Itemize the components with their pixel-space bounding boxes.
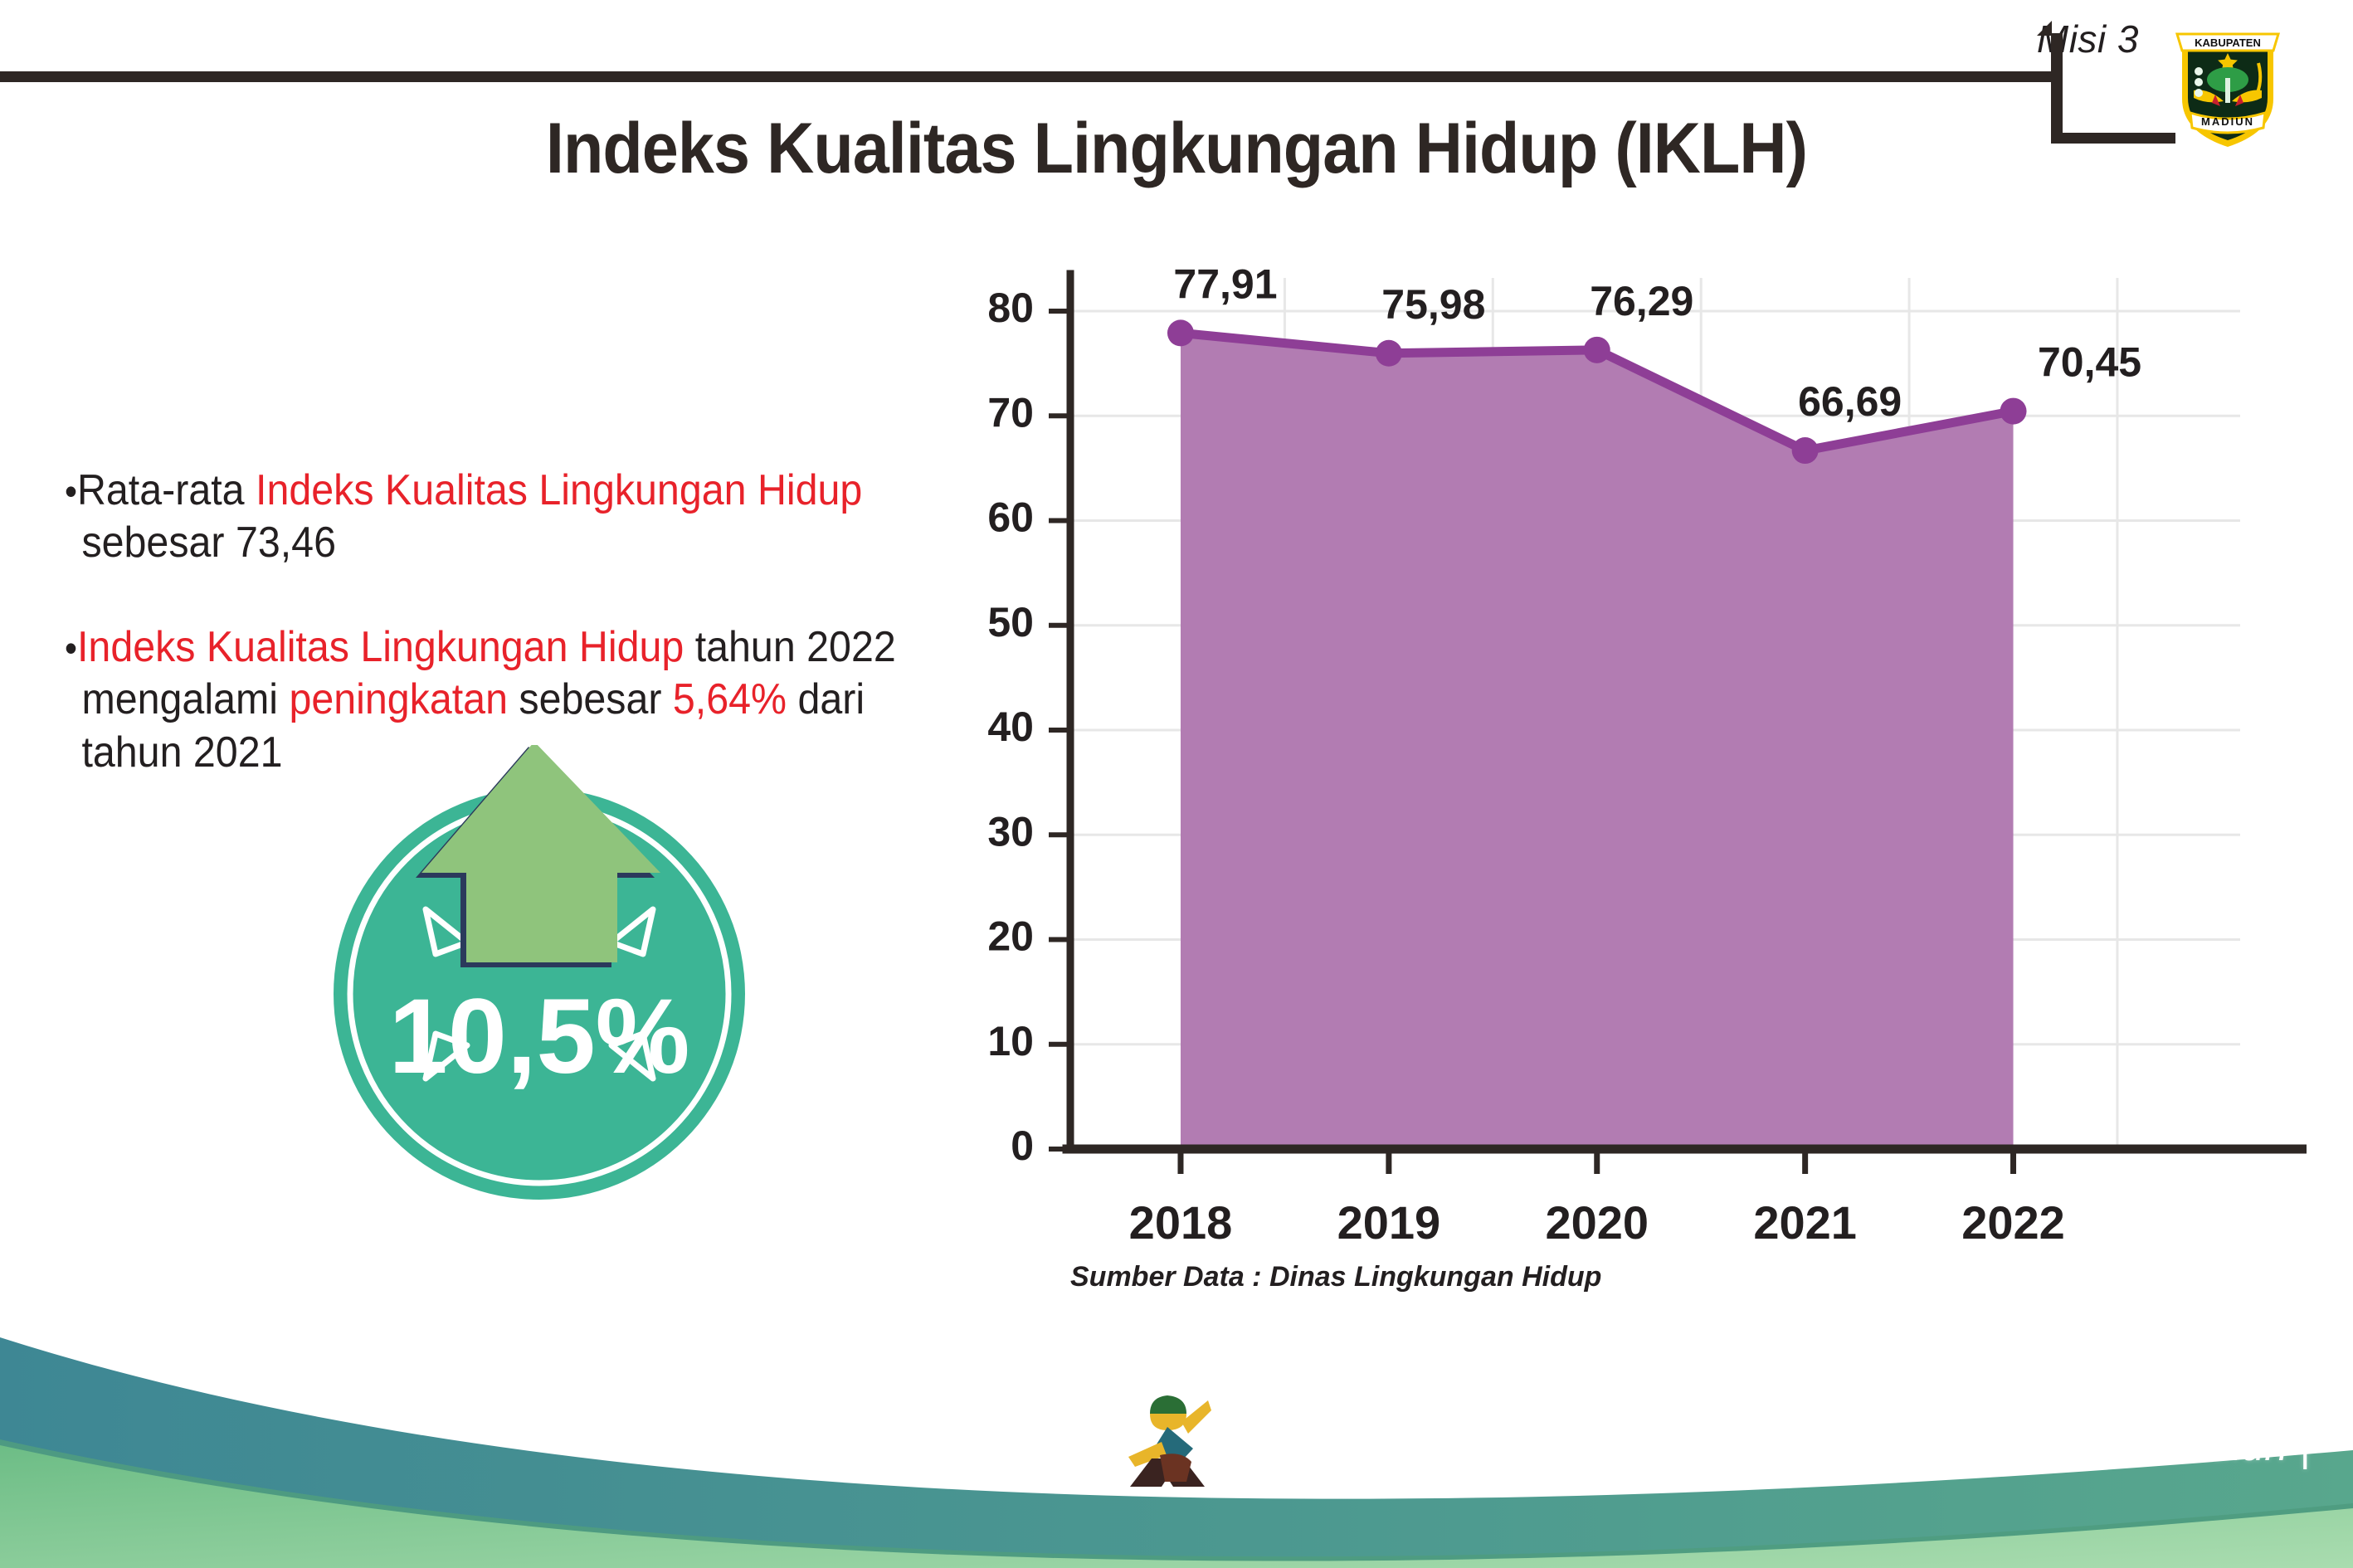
x-tick-label: 2019 xyxy=(1337,1196,1441,1249)
logo-bottom-banner-text: MADIUN xyxy=(2201,115,2254,128)
iklh-area-chart: 0 10 20 30 40 50 60 70 80 2018 2019 2020 2021 2022 7… xyxy=(946,265,2307,1261)
chart-x-tick-labels: 2018 2019 2020 2021 2022 xyxy=(1129,1196,2065,1249)
data-point-marker xyxy=(1167,319,1194,347)
y-tick-label: 0 xyxy=(1011,1122,1034,1169)
footer-text: Media Infografis Data Statistik Sektoral… xyxy=(1213,1423,2311,1469)
y-tick-label: 10 xyxy=(987,1018,1034,1064)
data-label: 77,91 xyxy=(1173,265,1277,307)
bullet-2-seg-4: 5,64% xyxy=(672,675,787,724)
header-rule xyxy=(0,71,2058,82)
y-tick-label: 30 xyxy=(987,808,1034,855)
chart-data-labels: 77,91 75,98 76,29 66,69 70,45 xyxy=(1173,265,2141,425)
chart-markers xyxy=(1167,319,2027,465)
source-note: Sumber Data : Dinas Lingkungan Hidup xyxy=(1070,1261,1602,1293)
x-tick-label: 2020 xyxy=(1545,1196,1649,1249)
chart-area-series xyxy=(1176,328,2019,1150)
x-tick-label: 2021 xyxy=(1753,1196,1857,1249)
y-tick-label: 20 xyxy=(987,913,1034,960)
data-point-marker xyxy=(2000,397,2027,425)
data-label: 76,29 xyxy=(1590,278,1693,324)
header-bracket-bevel xyxy=(2037,21,2052,36)
data-label: 66,69 xyxy=(1798,378,1902,425)
bullet-2-seg-1: tahun 2022 mengalami xyxy=(81,622,896,724)
y-tick-label: 40 xyxy=(987,704,1034,750)
y-tick-label: 70 xyxy=(987,389,1034,436)
statistics-dancer-icon xyxy=(1122,1389,1213,1488)
upward-arrow-icon xyxy=(421,742,660,962)
chart-y-tick-labels: 0 10 20 30 40 50 60 70 80 xyxy=(987,285,1034,1169)
page-title: Indeks Kualitas Lingkungan Hidup (IKLH) xyxy=(545,109,1808,188)
bullet-item-increase: •Indeks Kualitas Lingkungan Hidup tahun … xyxy=(65,621,906,779)
badge-corner-markers xyxy=(422,906,656,1082)
data-point-marker xyxy=(1375,339,1402,367)
kabupaten-madiun-logo: KABUPATEN MADIUN xyxy=(2165,12,2290,153)
bullet-2-seg-5: dari tahun 2021 xyxy=(81,675,865,777)
badge-circle xyxy=(334,788,745,1200)
footer-banner: Media Infografis Data Statistik Sektoral… xyxy=(0,1294,2353,1568)
bullet-1-seg-2: sebesar 73,46 xyxy=(81,519,336,567)
badge-value-label: 10,5% xyxy=(389,977,690,1096)
chart-axes xyxy=(1049,270,2307,1174)
bullet-list: •Rata-rata Indeks Kualitas Lingkungan Hi… xyxy=(65,465,969,830)
x-tick-label: 2022 xyxy=(1961,1196,2065,1249)
bullet-1-seg-0: Rata-rata xyxy=(76,466,256,514)
data-label: 70,45 xyxy=(2038,339,2141,386)
logo-top-banner-text: KABUPATEN xyxy=(2195,37,2261,49)
y-tick-label: 50 xyxy=(987,599,1034,645)
data-point-marker xyxy=(1583,336,1610,363)
bullet-1-seg-1: Indeks Kualitas Lingkungan Hidup xyxy=(256,466,863,514)
wave-green xyxy=(0,1445,2353,1568)
bullet-2-seg-0: Indeks Kualitas Lingkungan Hidup xyxy=(76,622,684,671)
data-point-marker xyxy=(1791,437,1819,465)
bullet-2-seg-2: peningkatan xyxy=(289,675,508,724)
header-bracket-foot xyxy=(2051,133,2175,144)
data-label: 75,98 xyxy=(1381,281,1485,328)
bullet-item-average: •Rata-rata Indeks Kualitas Lingkungan Hi… xyxy=(65,465,906,570)
wave-teal xyxy=(0,1337,2353,1568)
y-tick-label: 80 xyxy=(987,285,1034,331)
y-tick-label: 60 xyxy=(987,494,1034,541)
bullet-marker: • xyxy=(65,470,77,513)
increase-badge: 10,5% xyxy=(328,742,751,1210)
bullet-2-seg-3: sebesar xyxy=(507,675,673,724)
bullet-marker: • xyxy=(65,626,77,670)
header-bracket-vertical xyxy=(2051,33,2063,143)
x-tick-label: 2018 xyxy=(1129,1196,1233,1249)
